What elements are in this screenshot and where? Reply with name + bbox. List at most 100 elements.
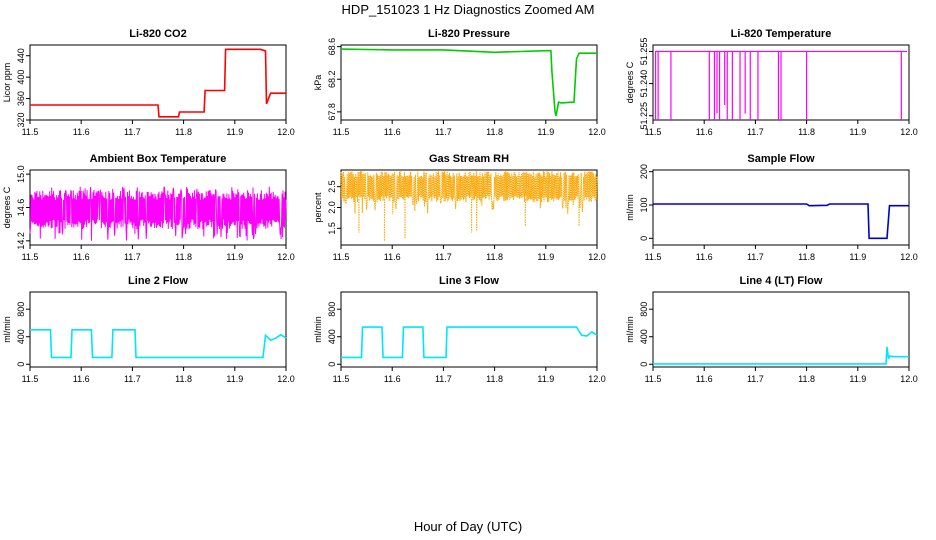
x-tick-label: 11.6 [696,127,713,137]
panel-line2_flow: Line 2 Flow ml/min 11.5 11.6 11.7 11.8 11.9 12.… [2,275,295,384]
x-tick-label: 11.8 [798,374,815,384]
series-line [29,186,287,241]
panel-title: Li-820 Temperature [731,28,832,40]
plot-frame [29,44,287,121]
y-tick-label: 1.5 [327,222,337,235]
x-tick-label: 11.6 [384,374,401,384]
x-tick-label: 11.9 [226,252,243,262]
y-tick-label: 0 [639,236,649,241]
x-tick-label: 11.8 [486,252,503,262]
series-line [653,203,909,240]
y-tick-label: 320 [16,112,26,127]
x-tick-label: 11.7 [124,127,141,137]
x-tick-label: 11.8 [486,127,503,137]
y-tick-label: 100 [639,197,649,212]
x-tick-label: 11.8 [175,374,192,384]
panel-sample_flow: Sample Flow ml/min 11.5 11.6 11.7 11.8 11.9 12.… [625,153,918,262]
y-tick-label: 200 [639,164,649,179]
x-tick-label: 11.9 [537,127,554,137]
y-axis-label: ml/min [2,316,12,343]
x-tick-label: 12.0 [277,127,295,137]
x-tick-label: 11.7 [124,252,141,262]
y-axis-label: degrees C [2,186,12,228]
series-line [653,346,909,365]
panel-ambient_temp: Ambient Box Temperature degrees C 11.5 11.6… [2,153,295,262]
y-axis-label: degrees C [625,61,635,103]
y-tick-label: 800 [639,302,649,317]
y-tick-label: 2.0 [327,201,337,214]
x-tick-label: 11.8 [798,127,815,137]
x-tick-label: 11.9 [226,127,243,137]
panel-co2: Li-820 CO2 Licor ppm 11.5 11.6 11.7 11.8 11.9 1… [2,28,295,137]
y-tick-label: 0 [16,362,26,367]
x-tick-label: 11.5 [333,252,350,262]
panel-title: Ambient Box Temperature [90,153,227,165]
panel-title: Line 2 Flow [128,275,188,287]
x-tick-label: 11.5 [333,127,350,137]
x-tick-label: 11.6 [384,127,401,137]
y-tick-label: 51.255 [639,38,649,66]
x-tick-label: 11.5 [22,127,39,137]
y-tick-label: 400 [16,329,26,344]
x-tick-label: 11.8 [798,252,815,262]
x-tick-label: 11.5 [333,374,350,384]
panel-title: Gas Stream RH [429,153,509,165]
y-tick-label: 800 [327,302,337,317]
x-tick-label: 11.9 [849,127,866,137]
y-tick-label: 0 [327,362,337,367]
series-line [341,326,598,359]
y-tick-label: 400 [327,329,337,344]
panel-line4_flow: Line 4 (LT) Flow ml/min 11.5 11.6 11.7 11.8 11… [625,275,918,384]
x-tick-label: 11.6 [696,252,713,262]
x-tick-label: 11.6 [384,252,401,262]
x-tick-label: 11.9 [537,252,554,262]
panel-title: Li-820 Pressure [428,28,510,40]
y-tick-label: 51.225 [639,102,649,130]
x-tick-label: 12.0 [277,252,295,262]
y-tick-label: 440 [16,48,26,63]
y-axis-label: ml/min [313,316,323,343]
x-tick-label: 11.5 [22,252,39,262]
x-tick-label: 11.6 [73,374,90,384]
x-tick-label: 11.5 [645,127,662,137]
panel-grid: Li-820 CO2 Licor ppm 11.5 11.6 11.7 11.8 11.9 1… [2,28,918,384]
x-tick-label: 11.6 [696,374,713,384]
x-tick-label: 12.0 [588,252,606,262]
y-tick-label: 15.0 [16,165,26,183]
y-tick-label: 67.8 [327,103,337,121]
y-tick-label: 68.6 [327,38,337,56]
panel-title: Sample Flow [747,153,815,165]
x-tick-label: 11.7 [747,127,764,137]
x-tick-label: 11.5 [645,374,662,384]
panel-pressure: Li-820 Pressure kPa 11.5 11.6 11.7 11.8 11.9 12… [313,28,606,137]
x-tick-label: 11.6 [73,127,90,137]
x-tick-label: 11.8 [175,252,192,262]
panel-title: Line 4 (LT) Flow [740,275,823,287]
y-tick-label: 800 [16,302,26,317]
x-tick-label: 11.7 [747,252,764,262]
y-tick-label: 400 [16,70,26,85]
x-tick-label: 11.9 [226,374,243,384]
y-axis-label: ml/min [625,316,635,343]
panel-title: Line 3 Flow [439,275,499,287]
series-line [340,48,597,117]
figure-title: HDP_151023 1 Hz Diagnostics Zoomed AM [342,2,595,17]
y-tick-label: 14.6 [16,199,26,217]
y-axis-label: kPa [313,75,323,91]
plot-frame [652,169,910,246]
x-tick-label: 11.9 [849,374,866,384]
x-tick-label: 11.6 [73,252,90,262]
panel-line3_flow: Line 3 Flow ml/min 11.5 11.6 11.7 11.8 11.9 12.… [313,275,606,384]
series-line [30,48,286,118]
x-tick-label: 12.0 [900,127,918,137]
x-tick-label: 11.7 [124,374,141,384]
plot-frame [340,291,598,368]
y-tick-label: 2.5 [327,180,337,193]
panel-li820_temp: Li-820 Temperature degrees C 11.5 11.6 11.7 1… [625,28,918,137]
x-tick-label: 12.0 [900,374,918,384]
y-tick-label: 14.2 [16,232,26,250]
x-tick-label: 11.9 [849,252,866,262]
x-tick-label: 11.5 [645,252,662,262]
x-tick-label: 11.7 [435,252,452,262]
